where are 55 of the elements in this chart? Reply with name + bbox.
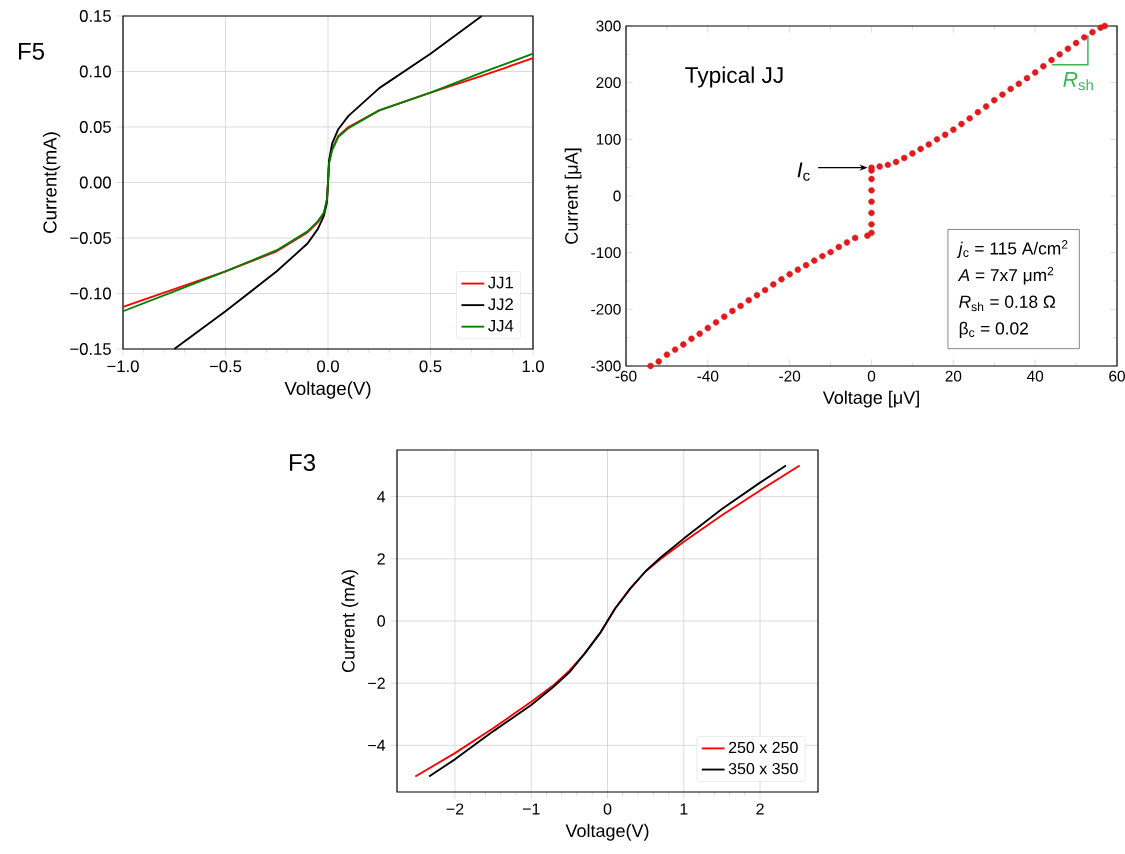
x-tick-label: 2 — [756, 803, 764, 815]
legend-label: JJ1 — [488, 276, 513, 289]
y-axis-title: Current (mA) — [341, 570, 359, 673]
y-tick-label: −0.15 — [70, 343, 111, 355]
y-tick-label: 0 — [377, 615, 386, 627]
x-tick-label: -60 — [615, 370, 637, 382]
annotation: A = 7x7 μm$^{2}$ — [957, 266, 1054, 285]
y-tick-label: −0.05 — [70, 232, 111, 244]
annotation: β$_{c}$ = 0.02 — [959, 321, 1028, 338]
x-axis-title: Voltage(V) — [284, 381, 371, 399]
y-tick-label: 300 — [596, 20, 621, 32]
x-axis-title: Voltage [μV] — [822, 390, 919, 408]
x-tick-label: 60 — [1109, 370, 1125, 382]
y-tick-label: −2 — [368, 677, 385, 689]
y-tick-label: 0.15 — [79, 10, 111, 22]
y-tick-label: 0.00 — [79, 176, 111, 189]
annotation: Typical JJ — [685, 66, 783, 88]
x-tick-label: -40 — [697, 370, 719, 382]
y-tick-label: 0 — [613, 190, 621, 202]
x-tick-label: 1 — [680, 803, 688, 815]
x-tick-label: 0 — [867, 370, 876, 382]
legend-label: 350 x 350 — [728, 762, 798, 775]
x-tick-label: −1.0 — [107, 360, 139, 373]
x-tick-label: 0.5 — [419, 360, 442, 373]
chart-title: F3 — [290, 454, 315, 472]
y-tick-label: 4 — [377, 491, 386, 503]
x-tick-label: 0.0 — [317, 360, 339, 373]
y-tick-label: 2 — [377, 553, 385, 565]
legend-label: 250 x 250 — [728, 741, 798, 754]
x-tick-label: 40 — [1027, 370, 1044, 382]
x-tick-label: −1 — [522, 803, 540, 815]
x-tick-label: −2 — [446, 803, 464, 815]
y-tick-label: −0.10 — [70, 287, 111, 300]
x-tick-label: 1.0 — [522, 360, 544, 373]
y-tick-label: 0.10 — [79, 65, 111, 78]
y-tick-label: 200 — [596, 77, 621, 89]
x-axis-title: Voltage(V) — [565, 823, 649, 841]
x-tick-label: −0.5 — [209, 360, 242, 373]
annotation: j$_{c}$ = 115 A/cm$^{2}$ — [956, 240, 1068, 258]
legend-label: JJ2 — [488, 298, 513, 311]
x-tick-label: -20 — [779, 370, 801, 382]
legend-label: JJ4 — [488, 319, 514, 332]
annotation: I$_{c}$ — [797, 162, 810, 181]
y-tick-label: -200 — [591, 303, 621, 315]
y-tick-label: -100 — [591, 247, 621, 259]
y-axis-title: Current(mA) — [42, 132, 61, 233]
y-tick-label: -300 — [591, 360, 621, 372]
x-tick-label: 20 — [945, 370, 962, 382]
y-tick-label: 100 — [596, 133, 621, 145]
y-tick-label: −4 — [368, 739, 386, 751]
annotation: R$_{sh}$ = 0.18 Ω — [959, 295, 1056, 312]
text: F5 — [18, 42, 45, 60]
annotation: R$_{sh}$ — [1063, 72, 1093, 91]
y-axis-title: Current [μA] — [564, 148, 582, 244]
y-tick-label: 0.05 — [79, 121, 111, 133]
